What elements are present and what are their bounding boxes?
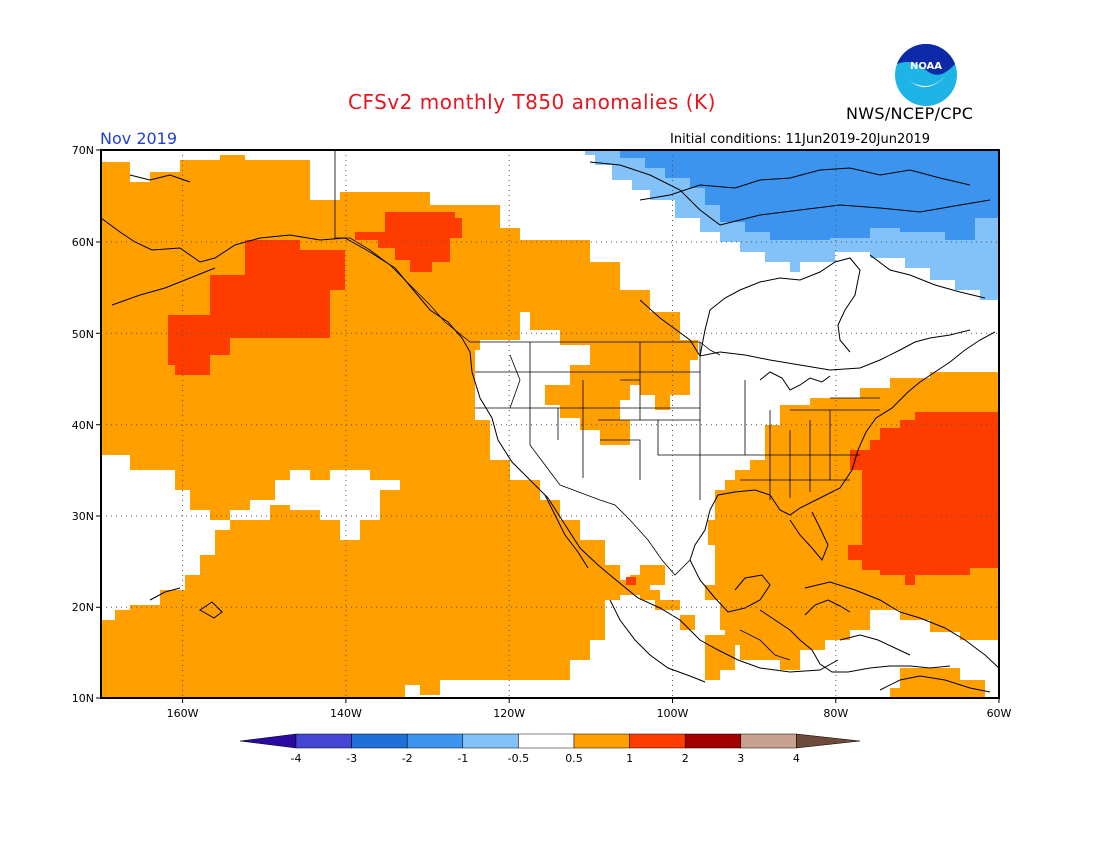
colorbar-segment-1-2	[629, 733, 686, 749]
agency-label: NWS/NCEP/CPC	[846, 104, 974, 123]
initial-conditions: Initial conditions: 11Jun2019-20Jun2019	[670, 132, 931, 147]
map-title: CFSv2 monthly T850 anomalies (K)	[348, 90, 716, 114]
colorbar-segment-1-05	[462, 733, 519, 749]
colorbar-segment-2-3	[684, 733, 742, 749]
noaa-logo: NOAA	[895, 43, 957, 106]
colorbar-segment-2-1	[406, 733, 464, 749]
lon-label-120w: 120W	[493, 707, 525, 720]
lon-label-60w: 60W	[987, 707, 1012, 720]
axis-ticks	[96, 149, 1000, 703]
colorbar-label: 3	[737, 752, 744, 765]
colorbar-segment-4-3	[295, 733, 352, 749]
forecast-month: Nov 2019	[100, 129, 178, 148]
lon-label-80w: 80W	[823, 707, 848, 720]
colorbar-segment-neutral	[518, 733, 575, 749]
colorbar-label: 4	[793, 752, 800, 765]
colorbar-segment-05-1	[573, 733, 630, 749]
colorbar-segment-3-2	[351, 733, 408, 749]
lat-label-30n: 30N	[72, 510, 94, 523]
anomaly-region-atlantic-red	[848, 412, 999, 585]
colorbar-label: 1	[626, 752, 633, 765]
logo-text: NOAA	[910, 61, 942, 72]
colorbar-label: 0.5	[565, 752, 583, 765]
colorbar-label: -1	[457, 752, 468, 765]
map-frame	[100, 149, 1000, 699]
colorbar-label: -4	[291, 752, 302, 765]
lat-label-50n: 50N	[72, 328, 94, 341]
lat-label-60n: 60N	[72, 236, 94, 249]
colorbar-label: 2	[682, 752, 689, 765]
lon-label-140w: 140W	[330, 707, 362, 720]
anomaly-region-caribbean-south-orange	[890, 668, 985, 698]
colorbar-label: -0.5	[508, 752, 529, 765]
anomaly-region-alaska-red	[168, 240, 345, 375]
coastlines	[101, 161, 999, 693]
colorbar-label: -3	[346, 752, 357, 765]
anomaly-region-gulf-orange	[640, 565, 665, 598]
colorbar-segment-3-4	[740, 733, 797, 749]
anomaly-region-yukon-red	[355, 212, 462, 272]
colorbar-label: -2	[402, 752, 413, 765]
political-borders	[334, 150, 880, 661]
lat-label-10n: 10N	[72, 692, 94, 705]
anomaly-cell-mexico-red	[626, 577, 636, 585]
lon-label-160w: 160W	[167, 707, 199, 720]
lat-label-40n: 40N	[72, 419, 94, 432]
colorbar-segment-above-4	[796, 733, 861, 749]
colorbar-segment-below-4	[239, 733, 297, 749]
lon-label-100w: 100W	[657, 707, 689, 720]
anomaly-region-arctic-blue	[620, 150, 999, 240]
lat-label-70n: 70N	[72, 144, 94, 157]
anomaly-region-central-america-orange	[705, 635, 735, 680]
lat-label-20n: 20N	[72, 601, 94, 614]
